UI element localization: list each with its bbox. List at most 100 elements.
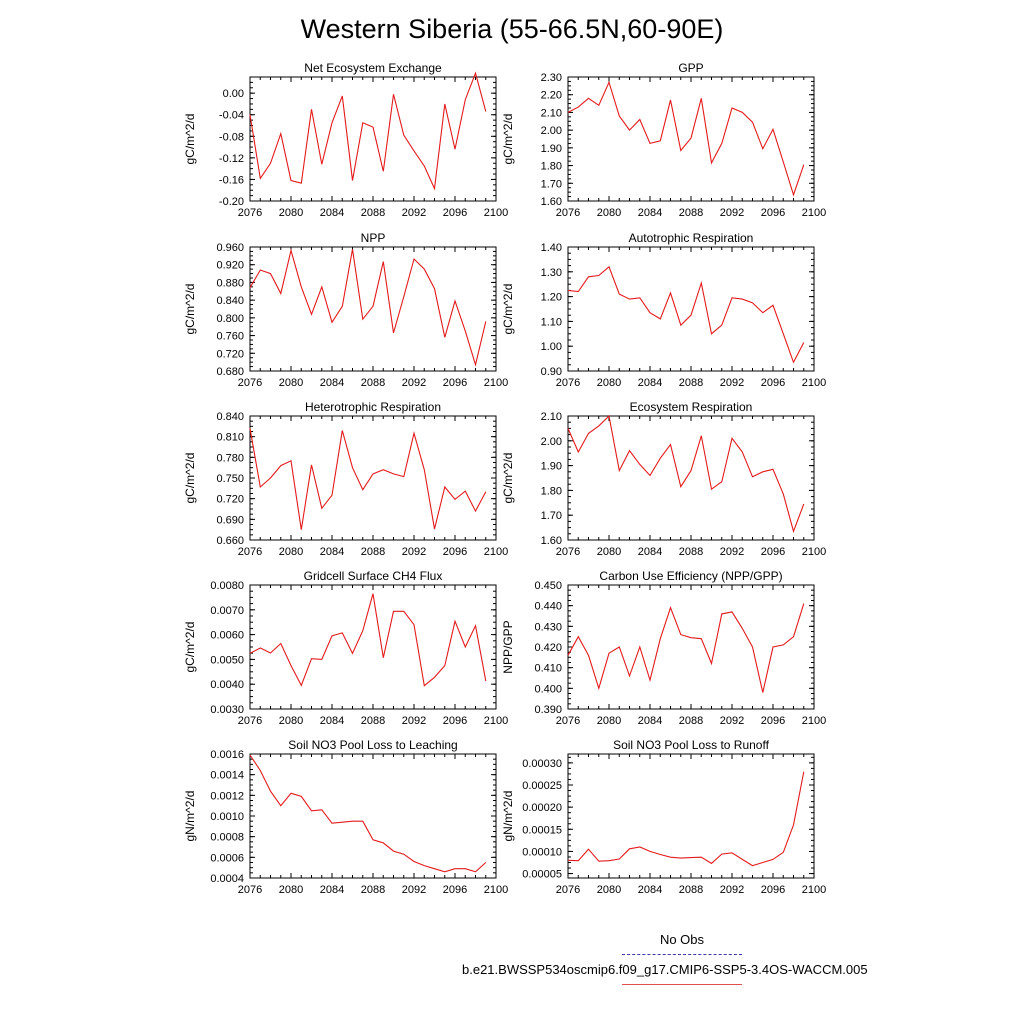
series-line: [249, 593, 487, 687]
y-tick-label: 0.430: [534, 621, 562, 633]
x-tick-label: 2084: [320, 377, 344, 389]
x-tick-label: 2096: [761, 884, 785, 896]
y-tick-label: -0.16: [219, 174, 244, 186]
y-tick-label: 1.20: [541, 292, 562, 304]
y-tick-label: 0.0030: [210, 704, 244, 716]
y-tick-label: 0.960: [216, 242, 244, 254]
plot-frame: [249, 76, 497, 202]
x-tick-label: 2096: [443, 884, 467, 896]
y-tick-label: 2.30: [541, 72, 562, 84]
x-tick-label: 2084: [320, 546, 344, 558]
y-tick-label: 0.0016: [210, 749, 244, 761]
y-tick-label: 0.780: [216, 452, 244, 464]
x-tick-label: 2096: [443, 207, 467, 219]
y-tick-label: 0.0050: [210, 654, 244, 666]
x-tick-label: 2076: [556, 715, 580, 727]
x-tick-label: 2084: [638, 377, 662, 389]
y-tick-label: 0.00010: [522, 846, 562, 858]
y-tick-label: 1.00: [541, 341, 562, 353]
x-tick-label: 2088: [679, 546, 703, 558]
y-axis-label: gC/m^2/d: [501, 453, 515, 504]
panel-title: GPP: [678, 61, 703, 75]
series-line: [249, 71, 487, 191]
y-axis-label: NPP/GPP: [501, 620, 515, 673]
chart-panel-6: Gridcell Surface CH4 Flux gC/m^2/d 2076 208…: [183, 569, 508, 727]
chart-panel-5: Ecosystem Respiration gC/m^2/d 2076 2080 208…: [501, 400, 826, 558]
plot-frame: [249, 584, 497, 710]
x-tick-label: 2100: [484, 546, 508, 558]
panel-title: Autotrophic Respiration: [629, 231, 754, 245]
plot-frame: [567, 76, 815, 202]
x-tick-label: 2088: [361, 884, 385, 896]
y-axis-label: gC/m^2/d: [183, 284, 197, 335]
y-tick-label: 0.0040: [210, 679, 244, 691]
series-line: [567, 414, 805, 534]
y-tick-label: 0.880: [216, 277, 244, 289]
y-tick-label: 0.760: [216, 331, 244, 343]
chart-panel-4: Heterotrophic Respiration gC/m^2/d 2076 208…: [183, 400, 508, 558]
x-tick-label: 2084: [638, 884, 662, 896]
y-tick-label: 0.840: [216, 411, 244, 423]
legend-model-line: [622, 984, 742, 985]
x-tick-label: 2088: [679, 207, 703, 219]
x-tick-label: 2080: [597, 884, 621, 896]
y-tick-label: 0.660: [216, 535, 244, 547]
y-tick-label: 0.0012: [210, 790, 244, 802]
y-tick-label: 0.00015: [522, 824, 562, 836]
y-tick-label: 0.0014: [210, 770, 244, 782]
y-tick-label: -0.20: [219, 196, 244, 208]
legend-obs-line: [622, 954, 742, 955]
y-tick-label: 0.810: [216, 432, 244, 444]
y-tick-label: 0.0060: [210, 630, 244, 642]
y-axis-label: gC/m^2/d: [183, 453, 197, 504]
y-tick-label: -0.08: [219, 131, 244, 143]
x-tick-label: 2100: [484, 377, 508, 389]
x-tick-label: 2092: [402, 884, 426, 896]
y-tick-label: 0.90: [541, 366, 562, 378]
chart-panel-7: Carbon Use Efficiency (NPP/GPP) NPP/GPP 20…: [501, 569, 826, 727]
x-tick-label: 2080: [279, 884, 303, 896]
y-axis-label: gC/m^2/d: [501, 284, 515, 335]
y-tick-label: 1.60: [541, 535, 562, 547]
x-tick-label: 2096: [761, 715, 785, 727]
panel-title: Gridcell Surface CH4 Flux: [304, 569, 443, 583]
x-tick-label: 2080: [597, 377, 621, 389]
y-tick-label: 0.420: [534, 642, 562, 654]
x-tick-label: 2076: [238, 546, 262, 558]
x-tick-label: 2100: [802, 377, 826, 389]
x-tick-label: 2076: [556, 207, 580, 219]
series-line: [567, 80, 805, 197]
x-tick-label: 2092: [720, 377, 744, 389]
y-axis-label: gN/m^2/d: [501, 791, 515, 842]
x-tick-label: 2080: [279, 715, 303, 727]
legend-obs-label: No Obs: [659, 932, 705, 947]
x-tick-label: 2084: [320, 715, 344, 727]
x-tick-label: 2076: [556, 546, 580, 558]
x-tick-label: 2088: [679, 377, 703, 389]
y-tick-label: 0.0070: [210, 605, 244, 617]
series-line: [249, 248, 487, 367]
x-tick-label: 2100: [484, 884, 508, 896]
x-tick-label: 2100: [484, 207, 508, 219]
plot-frame: [249, 753, 497, 879]
x-tick-label: 2088: [361, 207, 385, 219]
x-tick-label: 2092: [402, 377, 426, 389]
y-tick-label: 0.00030: [522, 758, 562, 770]
series-line: [567, 265, 805, 364]
x-tick-label: 2076: [238, 884, 262, 896]
y-tick-label: 2.20: [541, 90, 562, 102]
y-tick-label: 0.720: [216, 348, 244, 360]
x-tick-label: 2096: [761, 546, 785, 558]
y-tick-label: 0.0010: [210, 811, 244, 823]
y-axis-label: gC/m^2/d: [183, 622, 197, 673]
y-tick-label: 0.920: [216, 260, 244, 272]
panel-title: Heterotrophic Respiration: [305, 400, 441, 414]
x-tick-label: 2076: [238, 715, 262, 727]
x-tick-label: 2080: [279, 377, 303, 389]
chart-panel-9: Soil NO3 Pool Loss to Runoff gN/m^2/d 2076…: [501, 738, 826, 896]
y-tick-label: -0.04: [219, 110, 244, 122]
y-axis-label: gN/m^2/d: [183, 791, 197, 842]
y-tick-label: 0.00005: [522, 869, 562, 881]
y-tick-label: 0.690: [216, 514, 244, 526]
